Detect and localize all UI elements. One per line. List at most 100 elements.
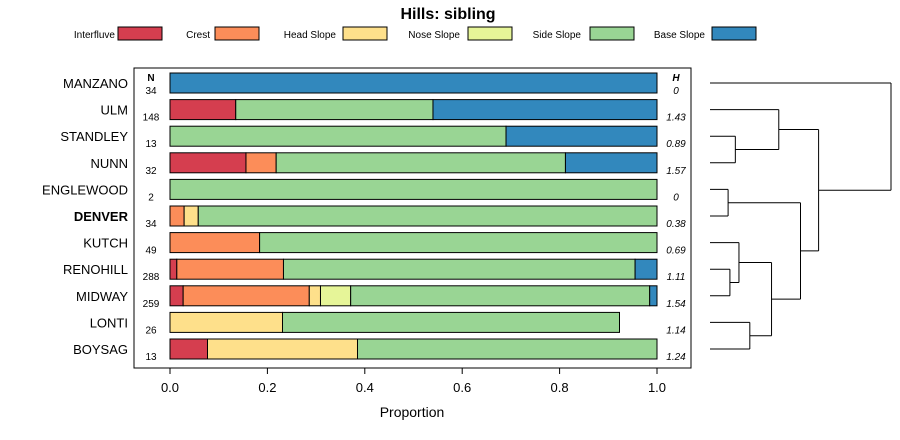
row-label: RENOHILL xyxy=(63,262,128,277)
bar-segment-crest xyxy=(169,205,185,227)
bar-segment-side-slope xyxy=(197,205,658,227)
h-value: 0.38 xyxy=(666,219,686,230)
bar-segment-side-slope xyxy=(350,285,651,307)
h-value: 1.54 xyxy=(666,299,686,310)
bar-rows: MANZANO 34 0 ULM 148 1.43 STANDLEY 13 0.89 NUNN 32… xyxy=(42,72,686,363)
legend-swatch-interfluve xyxy=(117,26,163,41)
x-axis-title: Proportion xyxy=(380,404,445,420)
h-value: 0.89 xyxy=(666,139,686,150)
bar-segment-interfluve xyxy=(169,285,184,307)
bar-row-renohill: RENOHILL 288 1.11 xyxy=(63,258,686,283)
bar-row-boysag: BOYSAG 13 1.24 xyxy=(73,338,686,363)
bar-segment-crest xyxy=(169,232,261,254)
n-value: 49 xyxy=(145,246,157,257)
h-value: 0 xyxy=(673,86,679,97)
n-value: 13 xyxy=(145,139,157,150)
h-value: 1.11 xyxy=(667,272,686,283)
legend-label-interfluve: Interfluve xyxy=(74,30,116,41)
bar-segment-side-slope xyxy=(235,99,434,121)
bar-segment-head-slope xyxy=(308,285,321,307)
h-value: 0 xyxy=(673,192,679,203)
n-value: 32 xyxy=(145,166,157,177)
bar-segment-side-slope xyxy=(259,232,658,254)
n-column-header: N xyxy=(147,73,154,84)
row-label: NUNN xyxy=(90,156,128,171)
bar-segment-side-slope xyxy=(356,338,658,360)
legend-swatch-crest xyxy=(214,26,260,41)
bar-row-nunn: NUNN 32 1.57 xyxy=(90,152,686,177)
bar-row-midway: MIDWAY 259 1.54 xyxy=(76,285,686,310)
bar-row-manzano: MANZANO 34 0 xyxy=(63,72,679,97)
bar-row-kutch: KUTCH 49 0.69 xyxy=(83,232,686,257)
legend-label-head-slope: Head Slope xyxy=(284,30,337,41)
n-value: 34 xyxy=(145,219,157,230)
legend-swatch-base-slope xyxy=(711,26,757,41)
bar-segment-base-slope xyxy=(564,152,658,174)
bar-segment-crest xyxy=(182,285,310,307)
bar-segment-head-slope xyxy=(169,311,283,333)
n-value: 259 xyxy=(143,299,160,310)
h-column-header: H xyxy=(672,73,680,84)
bar-segment-interfluve xyxy=(169,338,208,360)
bar-row-ulm: ULM 148 1.43 xyxy=(101,99,686,124)
legend-swatch-side-slope xyxy=(589,26,635,41)
row-label: ENGLEWOOD xyxy=(42,182,128,197)
bar-segment-side-slope xyxy=(282,258,636,280)
legend-label-nose-slope: Nose Slope xyxy=(408,30,460,41)
legend: Interfluve Crest Head Slope Nose Slope Side … xyxy=(74,26,757,41)
bar-row-denver: DENVER 34 0.38 xyxy=(74,205,686,230)
x-tick-label: 0.6 xyxy=(453,380,471,395)
bar-row-lonti: LONTI 26 1.14 xyxy=(90,311,686,336)
chart-title: Hills: sibling xyxy=(400,6,495,23)
bar-row-standley: STANDLEY 13 0.89 xyxy=(60,125,686,150)
h-value: 1.43 xyxy=(666,113,686,124)
bar-segment-base-slope xyxy=(505,125,658,147)
plot-frame xyxy=(133,67,692,369)
h-value: 1.24 xyxy=(666,352,686,363)
bar-segment-crest xyxy=(245,152,277,174)
bar-segment-side-slope xyxy=(275,152,566,174)
bar-segment-interfluve xyxy=(169,99,237,121)
x-tick-label: 0.2 xyxy=(258,380,276,395)
x-tick-label: 0.8 xyxy=(551,380,569,395)
h-value: 1.57 xyxy=(666,166,686,177)
row-label: ULM xyxy=(101,103,128,118)
row-label: BOYSAG xyxy=(73,342,128,357)
legend-label-base-slope: Base Slope xyxy=(654,30,706,41)
n-value: 288 xyxy=(143,272,160,283)
n-value: 13 xyxy=(145,352,157,363)
n-value: 2 xyxy=(148,192,154,203)
row-label: LONTI xyxy=(90,315,128,330)
n-value: 26 xyxy=(145,325,157,336)
x-tick-label: 0.4 xyxy=(356,380,374,395)
row-label: MIDWAY xyxy=(76,289,128,304)
dendrogram xyxy=(710,82,892,350)
bar-segment-head-slope xyxy=(183,205,199,227)
bar-segment-base-slope xyxy=(432,99,658,121)
h-value: 0.69 xyxy=(666,246,686,257)
legend-swatch-nose-slope xyxy=(467,26,513,41)
bar-segment-interfluve xyxy=(169,258,178,280)
bar-segment-side-slope xyxy=(169,125,507,147)
bar-segment-crest xyxy=(176,258,284,280)
bar-segment-head-slope xyxy=(206,338,358,360)
bar-segment-base-slope xyxy=(169,72,658,94)
bar-segment-side-slope xyxy=(169,178,658,200)
row-label: MANZANO xyxy=(63,76,128,91)
legend-label-side-slope: Side Slope xyxy=(533,30,582,41)
bar-segment-side-slope xyxy=(281,311,621,333)
legend-swatch-head-slope xyxy=(342,26,388,41)
row-label: KUTCH xyxy=(83,236,128,251)
x-tick-label: 0.0 xyxy=(161,380,179,395)
x-tick-label: 1.0 xyxy=(648,380,666,395)
bar-segment-interfluve xyxy=(169,152,247,174)
legend-label-crest: Crest xyxy=(186,30,210,41)
row-label: STANDLEY xyxy=(60,129,128,144)
x-axis: 0.0 0.2 0.4 0.6 0.8 1.0 xyxy=(161,368,666,395)
bar-segment-nose-slope xyxy=(319,285,352,307)
n-value: 34 xyxy=(145,86,157,97)
bar-segment-base-slope xyxy=(634,258,658,280)
n-value: 148 xyxy=(143,113,160,124)
bar-segment-base-slope xyxy=(649,285,658,307)
